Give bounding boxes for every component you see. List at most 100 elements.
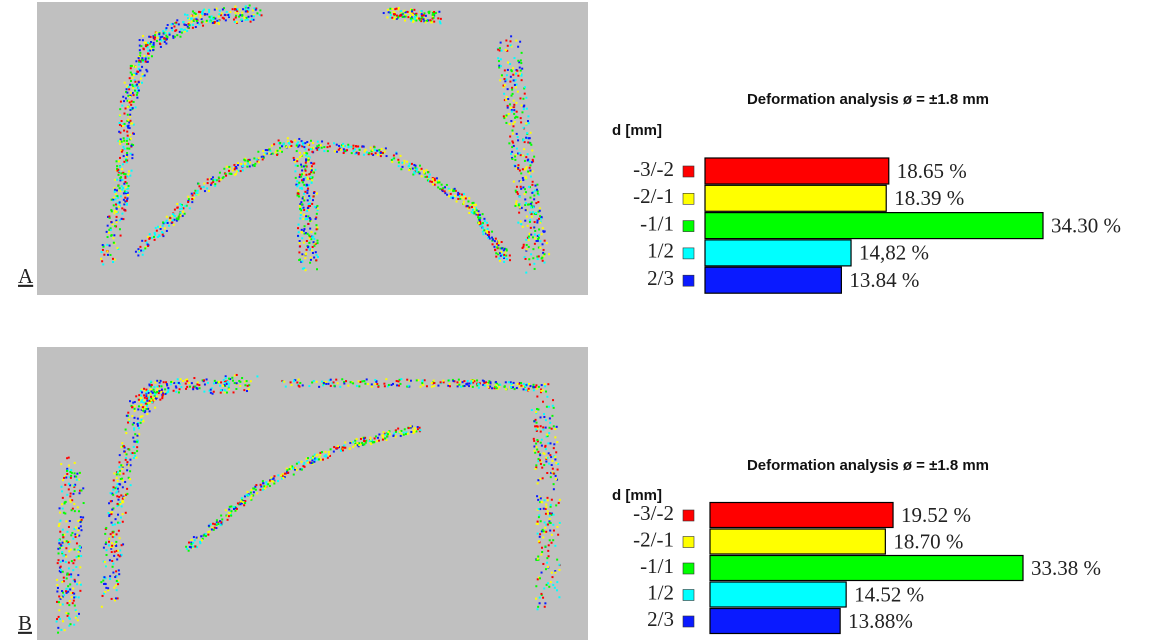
map-dot (258, 157, 260, 159)
map-dot (273, 475, 275, 477)
map-dot (157, 37, 159, 39)
map-dot (129, 459, 131, 461)
map-dot (413, 9, 415, 11)
map-dot (201, 13, 203, 15)
map-dot (114, 210, 116, 212)
map-dot (527, 115, 529, 117)
map-dot (299, 205, 301, 207)
map-dot (533, 226, 535, 228)
map-dot (545, 448, 547, 450)
map-dot (308, 157, 310, 159)
map-dot (524, 93, 526, 95)
map-dot (114, 599, 116, 601)
map-dot (262, 150, 264, 152)
map-dot (534, 230, 536, 232)
map-dot (450, 197, 452, 199)
map-dot (503, 256, 505, 258)
map-dot (218, 13, 220, 15)
map-dot (316, 254, 318, 256)
map-dot (118, 206, 120, 208)
map-dot (222, 17, 224, 19)
map-dot (74, 533, 76, 535)
map-dot (540, 390, 542, 392)
map-dot (546, 562, 548, 564)
map-dot (391, 159, 393, 161)
map-dot (421, 168, 423, 170)
map-dot (172, 219, 174, 221)
map-dot (129, 101, 131, 103)
map-dot (301, 231, 303, 233)
map-dot (496, 246, 498, 248)
map-dot (220, 524, 222, 526)
map-dot (397, 428, 399, 430)
map-dot (256, 12, 258, 14)
map-dot (271, 480, 273, 482)
map-dot (342, 143, 344, 145)
map-dot (153, 42, 155, 44)
map-dot (534, 450, 536, 452)
map-dot (110, 533, 112, 535)
map-dot (250, 492, 252, 494)
map-dot (211, 527, 213, 529)
map-dot (437, 17, 439, 19)
map-dot (198, 11, 200, 13)
map-dot (511, 383, 513, 385)
map-dot (235, 15, 237, 17)
map-dot (506, 74, 508, 76)
chart-title: Deformation analysis ø = ±1.8 mm (747, 457, 989, 474)
map-dot (109, 559, 111, 561)
map-dot (522, 139, 524, 141)
map-dot (536, 495, 538, 497)
map-dot (295, 164, 297, 166)
map-dot (140, 395, 142, 397)
map-dot (146, 413, 148, 415)
map-dot (157, 226, 159, 228)
map-dot (521, 68, 523, 70)
map-dot (184, 213, 186, 215)
map-dot (512, 130, 514, 132)
map-dot (114, 576, 116, 578)
map-dot (237, 12, 239, 14)
map-dot (444, 190, 446, 192)
map-dot (269, 148, 271, 150)
map-dot (433, 17, 435, 19)
map-dot (377, 437, 379, 439)
map-dot (209, 20, 211, 22)
map-dot (539, 577, 541, 579)
map-dot (511, 87, 513, 89)
map-dot (335, 379, 337, 381)
map-dot (516, 200, 518, 202)
map-dot (129, 96, 131, 98)
map-dot (228, 515, 230, 517)
map-dot (302, 181, 304, 183)
map-dot (194, 546, 196, 548)
map-dot (546, 472, 548, 474)
panel-label: B (18, 611, 32, 635)
map-dot (79, 472, 81, 474)
map-dot (220, 381, 222, 383)
map-dot (206, 378, 208, 380)
map-dot (397, 159, 399, 161)
map-dot (543, 508, 545, 510)
map-dot (400, 10, 402, 12)
map-dot (232, 169, 234, 171)
map-dot (316, 213, 318, 215)
map-dot (330, 385, 332, 387)
map-dot (59, 618, 61, 620)
map-dot (512, 67, 514, 69)
map-dot (131, 415, 133, 417)
map-dot (559, 522, 561, 524)
map-dot (243, 504, 245, 506)
map-dot (310, 162, 312, 164)
map-dot (518, 212, 520, 214)
map-dot (204, 383, 206, 385)
map-dot (419, 429, 421, 431)
map-dot (544, 499, 546, 501)
map-dot (233, 164, 235, 166)
map-dot (548, 586, 550, 588)
map-dot (142, 254, 144, 256)
map-dot (306, 218, 308, 220)
map-dot (550, 476, 552, 478)
map-dot (556, 559, 558, 561)
map-dot (507, 98, 509, 100)
